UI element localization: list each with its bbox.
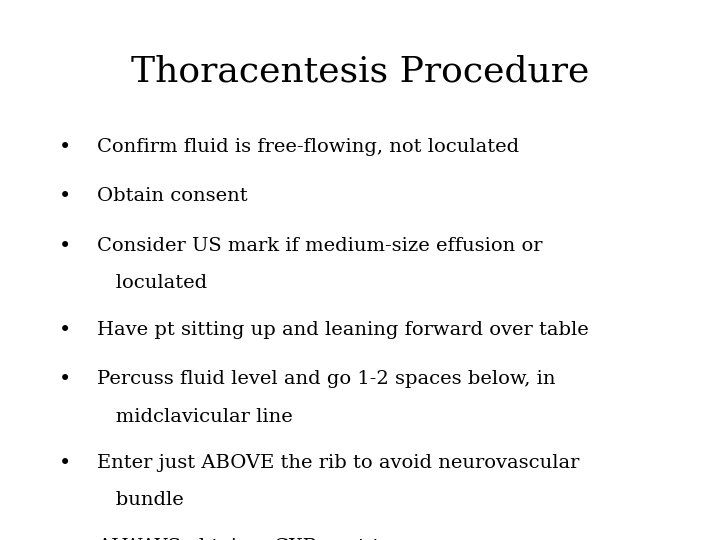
Text: Confirm fluid is free-flowing, not loculated: Confirm fluid is free-flowing, not locul…: [97, 138, 519, 156]
Text: •: •: [58, 237, 71, 256]
Text: •: •: [58, 538, 71, 540]
Text: midclavicular line: midclavicular line: [97, 408, 293, 426]
Text: •: •: [58, 454, 71, 473]
Text: Consider US mark if medium-size effusion or: Consider US mark if medium-size effusion…: [97, 237, 543, 255]
Text: Percuss fluid level and go 1-2 spaces below, in: Percuss fluid level and go 1-2 spaces be…: [97, 370, 556, 388]
Text: Enter just ABOVE the rib to avoid neurovascular: Enter just ABOVE the rib to avoid neurov…: [97, 454, 580, 472]
Text: ALWAYS obtain a CXR post-tap: ALWAYS obtain a CXR post-tap: [97, 538, 405, 540]
Text: Obtain consent: Obtain consent: [97, 187, 248, 205]
Text: bundle: bundle: [97, 491, 184, 509]
Text: Have pt sitting up and leaning forward over table: Have pt sitting up and leaning forward o…: [97, 321, 589, 339]
Text: •: •: [58, 370, 71, 389]
Text: •: •: [58, 138, 71, 157]
Text: Thoracentesis Procedure: Thoracentesis Procedure: [131, 54, 589, 88]
Text: •: •: [58, 187, 71, 206]
Text: •: •: [58, 321, 71, 340]
Text: loculated: loculated: [97, 274, 207, 292]
